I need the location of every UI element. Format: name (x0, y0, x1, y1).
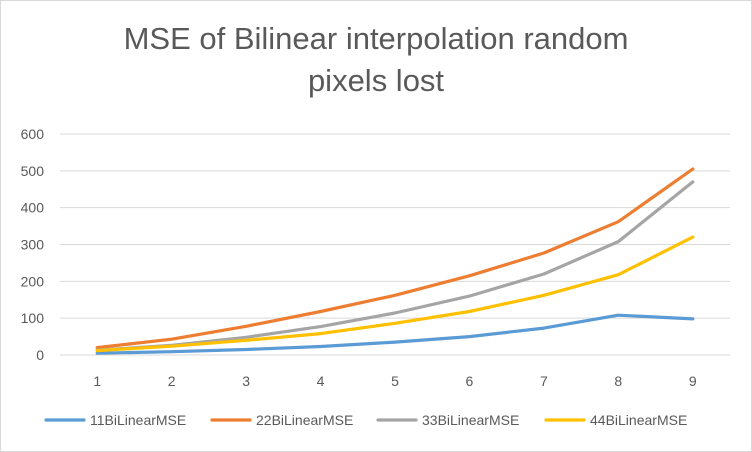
chart-title-line-1: MSE of Bilinear interpolation random (123, 21, 629, 56)
x-tick-label: 2 (168, 373, 176, 389)
x-tick-label: 4 (317, 373, 325, 389)
legend-label: 11BiLinearMSE (90, 412, 186, 428)
x-tick-label: 1 (93, 373, 101, 389)
x-tick-label: 6 (466, 373, 474, 389)
legend-label: 22BiLinearMSE (256, 412, 353, 428)
x-axis-tick-labels: 1 2 3 4 5 6 7 8 9 (93, 373, 697, 389)
series-lines (95, 167, 695, 355)
y-tick-label: 400 (21, 200, 45, 216)
y-tick-label: 500 (21, 163, 45, 179)
series-line-33BiLinearMSE (95, 180, 695, 352)
legend: 11BiLinearMSE 22BiLinearMSE 33BiLinearMSE 4… (44, 412, 687, 428)
series-line-11BiLinearMSE (95, 313, 695, 355)
y-axis-tick-labels: 0 100 200 300 400 500 600 (21, 126, 45, 363)
y-tick-label: 100 (21, 310, 45, 326)
gridlines (60, 133, 730, 356)
x-tick-label: 7 (540, 373, 548, 389)
series-line-22BiLinearMSE (95, 167, 695, 350)
x-tick-label: 8 (614, 373, 622, 389)
legend-label: 33BiLinearMSE (422, 412, 519, 428)
y-tick-label: 0 (36, 347, 44, 363)
series-line-44BiLinearMSE (95, 235, 695, 353)
chart-title-line-2: pixels lost (307, 63, 445, 98)
chart-title: MSE of Bilinear interpolation random pix… (0, 18, 752, 102)
x-tick-label: 9 (689, 373, 697, 389)
legend-label: 44BiLinearMSE (590, 412, 687, 428)
y-tick-label: 200 (21, 273, 45, 289)
x-tick-label: 3 (242, 373, 250, 389)
y-tick-label: 600 (21, 126, 45, 142)
y-tick-label: 300 (21, 237, 45, 253)
x-tick-label: 5 (391, 373, 399, 389)
